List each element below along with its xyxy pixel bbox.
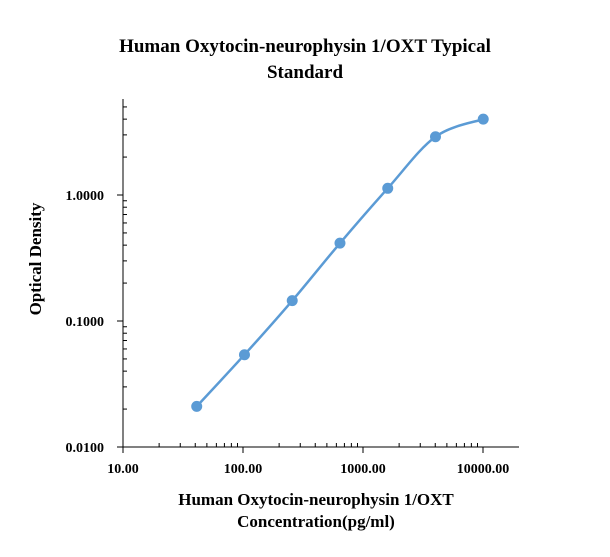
minor-tick-marks [123, 106, 479, 447]
y-tick-label: 0.1000 [66, 315, 105, 330]
x-axis-label-line-1: Human Oxytocin-neurophysin 1/OXT [178, 490, 454, 509]
data-point [382, 182, 394, 194]
x-tick-label: 100.00 [224, 462, 263, 477]
x-axis-ticks: 10.00 100.00 1000.00 10000.00 [107, 447, 509, 477]
series-line [195, 117, 484, 408]
y-axis-ticks: 0.0100 0.1000 1.0000 [66, 189, 123, 456]
data-point [334, 237, 346, 249]
x-axis-label-line-2: Concentration(pg/ml) [237, 512, 395, 531]
data-point [191, 400, 203, 412]
data-point [238, 349, 250, 361]
chart-title-line-1: Human Oxytocin-neurophysin 1/OXT Typical [119, 36, 491, 57]
x-tick-label: 10.00 [107, 462, 139, 477]
x-tick-label: 10000.00 [457, 462, 510, 477]
x-tick-label: 1000.00 [340, 462, 386, 477]
data-point [477, 113, 489, 125]
series-points [191, 113, 489, 412]
data-point [286, 295, 298, 307]
data-point [429, 131, 441, 143]
y-tick-label: 0.0100 [66, 441, 105, 456]
y-tick-label: 1.0000 [66, 189, 105, 204]
chart-title-line-2: Standard [267, 62, 343, 83]
y-axis-label: Optical Density [26, 202, 45, 315]
